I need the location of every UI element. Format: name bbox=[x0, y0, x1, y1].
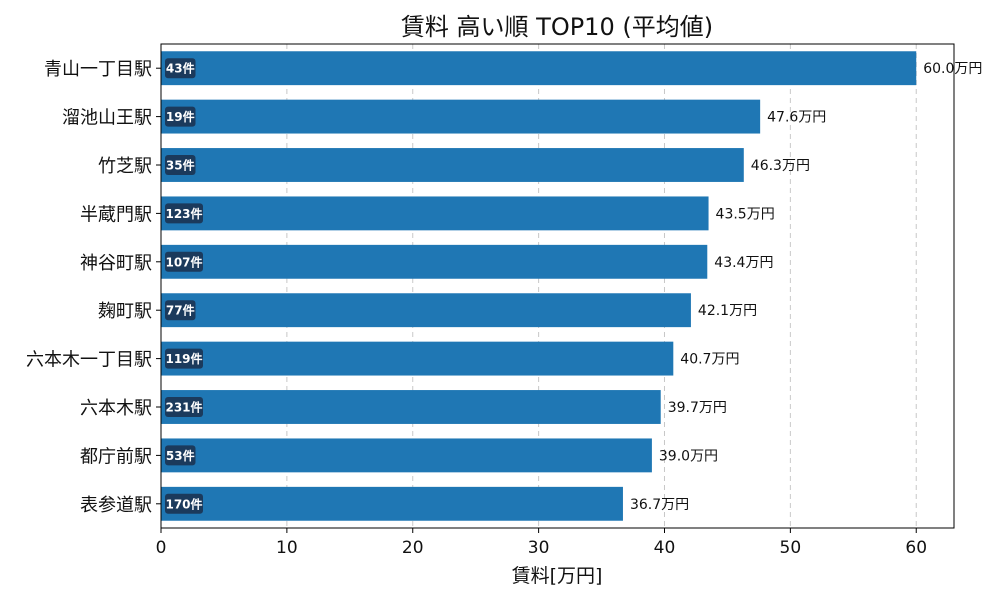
bar bbox=[161, 51, 917, 86]
x-tick-label: 0 bbox=[156, 538, 167, 558]
y-tick-label: 溜池山王駅 bbox=[62, 108, 152, 129]
count-badge bbox=[165, 251, 203, 272]
bar bbox=[161, 244, 708, 279]
value-label: 40.7万円 bbox=[680, 352, 739, 368]
value-label: 60.0万円 bbox=[923, 61, 982, 77]
count-badge bbox=[165, 58, 196, 79]
x-axis: 0 10 20 30 40 50 60 bbox=[156, 528, 927, 558]
count-label: 119件 bbox=[165, 351, 202, 366]
count-label: 53件 bbox=[166, 448, 195, 463]
count-badge bbox=[165, 106, 196, 127]
y-tick-label: 神谷町駅 bbox=[80, 253, 152, 274]
bar bbox=[161, 486, 623, 521]
x-tick-label: 40 bbox=[654, 538, 676, 558]
x-tick-label: 50 bbox=[780, 538, 802, 558]
x-axis-label: 賃料[万円] bbox=[512, 565, 603, 587]
count-label: 77件 bbox=[166, 303, 195, 318]
bar bbox=[161, 438, 652, 473]
value-label: 47.6万円 bbox=[767, 110, 826, 126]
count-badge bbox=[165, 348, 203, 369]
x-tick-label: 60 bbox=[905, 538, 927, 558]
y-tick-label: 六本木駅 bbox=[80, 398, 152, 419]
y-tick-label: 半蔵門駅 bbox=[80, 204, 152, 225]
y-tick-label: 六本木一丁目駅 bbox=[26, 350, 152, 371]
y-tick-label: 竹芝駅 bbox=[98, 156, 152, 177]
value-label: 39.0万円 bbox=[659, 448, 718, 464]
value-label: 36.7万円 bbox=[630, 497, 689, 513]
y-tick-label: 表参道駅 bbox=[80, 495, 152, 516]
bars: 43件 60.0万円 19件 47.6万円 35件 46.3万円 123件 43.5万円 107… bbox=[161, 51, 982, 521]
value-label: 43.4万円 bbox=[714, 255, 773, 271]
y-tick-label: 都庁前駅 bbox=[80, 446, 152, 467]
count-label: 107件 bbox=[165, 254, 202, 269]
count-label: 123件 bbox=[165, 206, 202, 221]
count-badge bbox=[165, 445, 196, 466]
chart-title: 賃料 高い順 TOP10 (平均値) bbox=[401, 13, 713, 41]
count-badge bbox=[165, 155, 196, 175]
y-tick-label: 麹町駅 bbox=[98, 301, 152, 322]
count-label: 231件 bbox=[165, 400, 202, 415]
value-label: 42.1万円 bbox=[698, 303, 757, 319]
bar bbox=[161, 99, 761, 134]
x-tick-label: 20 bbox=[402, 538, 424, 558]
y-tick-label: 青山一丁目駅 bbox=[44, 59, 152, 80]
value-label: 43.5万円 bbox=[716, 206, 775, 222]
count-badge bbox=[165, 493, 203, 514]
bar bbox=[161, 196, 709, 231]
bar bbox=[161, 293, 691, 328]
count-badge bbox=[165, 300, 196, 321]
count-badge bbox=[165, 397, 203, 417]
count-badge bbox=[165, 203, 203, 224]
count-label: 170件 bbox=[165, 496, 202, 511]
count-label: 19件 bbox=[166, 109, 195, 124]
value-label: 39.7万円 bbox=[668, 400, 727, 416]
count-label: 43件 bbox=[166, 61, 195, 76]
bar bbox=[161, 148, 744, 182]
value-label: 46.3万円 bbox=[751, 158, 810, 174]
y-axis: 青山一丁目駅溜池山王駅竹芝駅半蔵門駅神谷町駅麹町駅六本木一丁目駅六本木駅都庁前駅… bbox=[26, 59, 161, 516]
x-tick-label: 30 bbox=[528, 538, 550, 558]
count-label: 35件 bbox=[166, 158, 195, 173]
plot-frame bbox=[160, 43, 955, 529]
bar bbox=[161, 341, 674, 376]
x-tick-label: 10 bbox=[276, 538, 298, 558]
bar bbox=[161, 390, 661, 424]
